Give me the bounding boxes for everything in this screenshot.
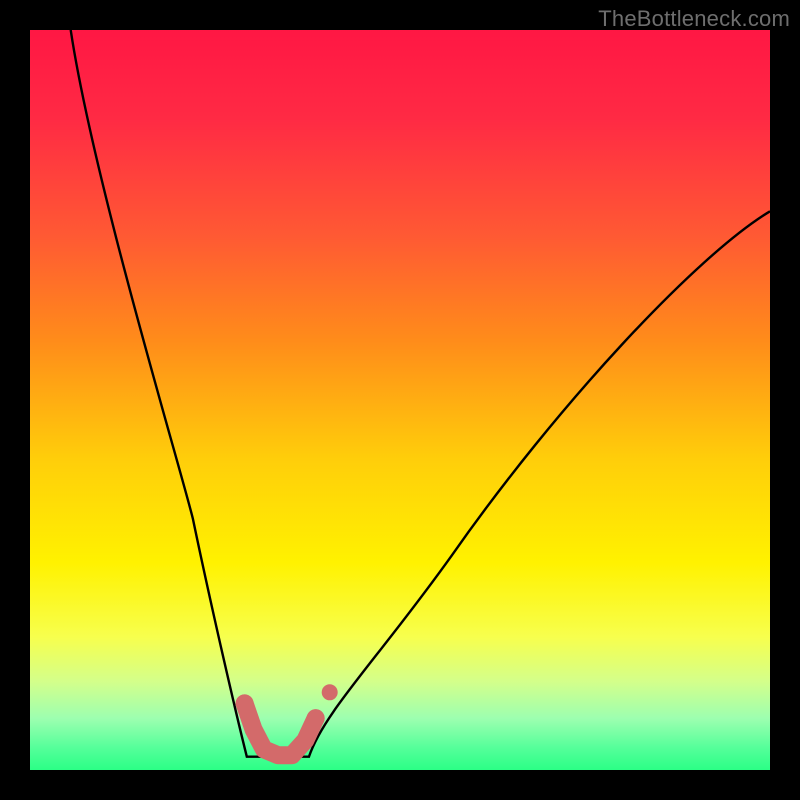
watermark: TheBottleneck.com (598, 6, 790, 32)
bottleneck-chart (30, 30, 770, 770)
chart-svg (30, 30, 770, 770)
gradient-background (30, 30, 770, 770)
